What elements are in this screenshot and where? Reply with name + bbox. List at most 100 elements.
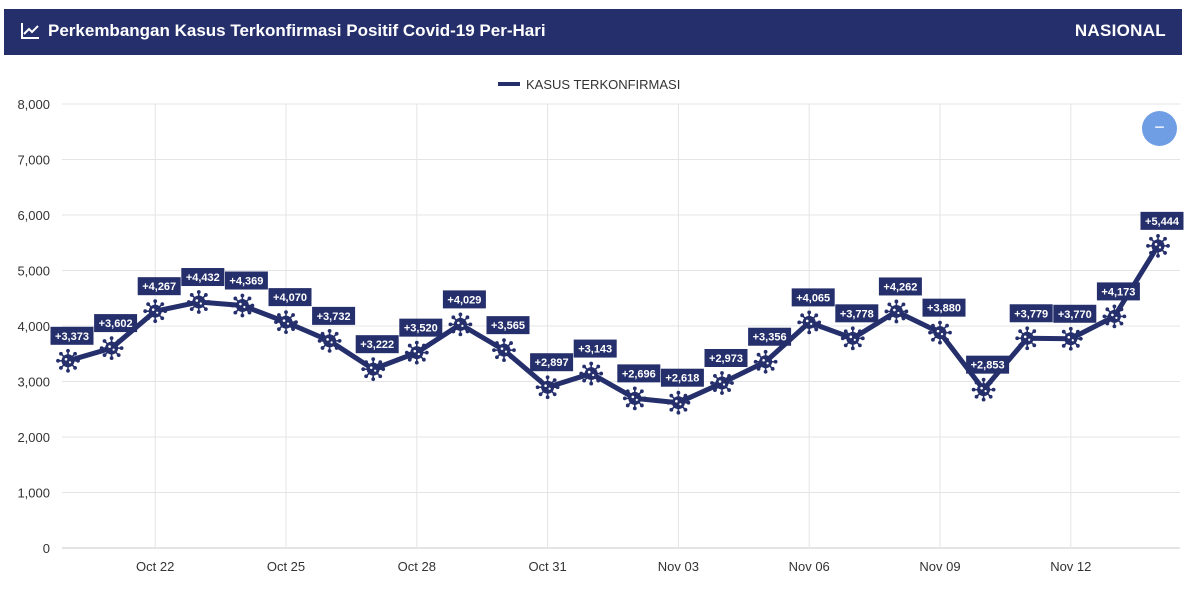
data-label: +3,222 <box>355 335 399 354</box>
x-tick-label: Nov 06 <box>789 559 830 574</box>
svg-text:+3,222: +3,222 <box>360 339 394 351</box>
data-label: +3,770 <box>1053 304 1097 323</box>
data-label: +2,696 <box>617 364 661 383</box>
svg-text:+3,732: +3,732 <box>317 311 351 323</box>
data-point-marker <box>579 361 604 386</box>
svg-text:+3,770: +3,770 <box>1058 309 1092 321</box>
data-point-marker <box>492 338 516 363</box>
data-point-marker <box>971 377 996 402</box>
data-point-marker <box>143 299 168 324</box>
svg-text:+3,880: +3,880 <box>927 303 961 315</box>
data-point-marker <box>274 310 298 335</box>
data-label: +3,373 <box>50 326 94 345</box>
legend-label: KASUS TERKONFIRMASI <box>526 77 680 92</box>
svg-text:+2,897: +2,897 <box>535 357 569 369</box>
data-label: +4,029 <box>442 290 486 309</box>
y-tick-label: 0 <box>43 541 50 556</box>
zoom-reset-button[interactable]: − <box>1142 111 1177 146</box>
data-label: +2,897 <box>530 353 574 372</box>
svg-text:+4,262: +4,262 <box>883 281 917 293</box>
y-tick-label: 2,000 <box>17 430 50 445</box>
line-chart: 0 1,000 2,000 3,000 4,000 5,000 6,000 7,000 8,00… <box>17 77 1184 574</box>
data-point-marker <box>1146 233 1170 258</box>
svg-text:+3,778: +3,778 <box>840 308 874 320</box>
data-label: +3,602 <box>94 314 138 333</box>
data-label: +3,732 <box>312 306 356 325</box>
data-label: +3,779 <box>1009 304 1053 323</box>
x-tick-label: Nov 09 <box>919 559 960 574</box>
data-label: +2,853 <box>966 355 1010 374</box>
svg-text:+3,373: +3,373 <box>55 331 89 343</box>
data-point-marker <box>230 293 255 318</box>
svg-text:+3,779: +3,779 <box>1014 308 1048 320</box>
y-tick-label: 6,000 <box>17 208 50 223</box>
data-point-marker <box>317 328 342 353</box>
svg-text:+3,356: +3,356 <box>753 332 787 344</box>
svg-text:+2,973: +2,973 <box>709 353 743 365</box>
data-point-marker <box>1058 326 1083 351</box>
x-tick-label: Oct 28 <box>398 559 436 574</box>
line-chart-icon <box>21 23 39 39</box>
x-tick-label: Nov 12 <box>1050 559 1091 574</box>
chart-header: Perkembangan Kasus Terkonfirmasi Positif… <box>4 9 1182 55</box>
data-label: +3,356 <box>748 327 792 346</box>
data-point-marker <box>361 357 386 382</box>
svg-text:+4,173: +4,173 <box>1101 286 1135 298</box>
data-label: +4,262 <box>878 277 922 296</box>
data-point-marker <box>666 390 691 415</box>
data-label: +3,880 <box>922 298 966 317</box>
data-label: +4,369 <box>224 271 268 290</box>
data-point-marker <box>840 326 865 351</box>
svg-text:+4,267: +4,267 <box>142 281 176 293</box>
data-point-marker <box>99 336 124 360</box>
minus-icon: − <box>1154 117 1165 137</box>
data-label: +3,778 <box>835 304 879 323</box>
x-tick-label: Oct 22 <box>136 559 174 574</box>
data-point-marker <box>710 371 734 395</box>
data-label: +3,143 <box>573 339 617 358</box>
chart-title: Perkembangan Kasus Terkonfirmasi Positif… <box>48 21 546 40</box>
region-label: NASIONAL <box>1074 21 1166 40</box>
data-point-marker <box>622 386 647 411</box>
data-point-marker <box>1015 326 1040 351</box>
data-point-marker <box>448 312 473 337</box>
data-label: +4,267 <box>137 277 181 296</box>
legend-swatch <box>498 82 520 86</box>
y-tick-label: 8,000 <box>17 97 50 112</box>
data-point-marker <box>186 290 211 314</box>
svg-text:+5,444: +5,444 <box>1145 216 1180 228</box>
data-label: +4,065 <box>791 288 835 307</box>
svg-text:+2,618: +2,618 <box>665 373 699 385</box>
data-point-marker <box>56 348 80 373</box>
svg-text:+3,520: +3,520 <box>404 323 438 335</box>
data-label: +5,444 <box>1140 211 1184 230</box>
x-tick-label: Nov 03 <box>658 559 699 574</box>
y-tick-label: 5,000 <box>17 264 50 279</box>
y-tick-label: 1,000 <box>17 486 50 501</box>
series-line <box>67 244 1161 406</box>
data-point-marker <box>928 320 952 345</box>
data-label: +3,520 <box>399 318 443 337</box>
data-point-marker <box>797 310 822 335</box>
data-point-marker <box>535 375 560 400</box>
y-tick-label: 4,000 <box>17 319 50 334</box>
x-tick-label: Oct 31 <box>528 559 566 574</box>
data-label: +3,565 <box>486 316 530 335</box>
svg-text:+2,696: +2,696 <box>622 368 656 380</box>
y-tick-label: 3,000 <box>17 375 50 390</box>
y-tick-label: 7,000 <box>17 153 50 168</box>
svg-text:+4,029: +4,029 <box>447 294 481 306</box>
data-label: +4,173 <box>1096 282 1140 301</box>
data-label: +4,432 <box>181 268 225 287</box>
data-label: +4,070 <box>268 288 312 307</box>
data-point-marker <box>884 299 909 324</box>
svg-text:+4,432: +4,432 <box>186 272 220 284</box>
data-point-marker <box>404 340 429 365</box>
x-tick-label: Oct 25 <box>267 559 305 574</box>
svg-text:+4,065: +4,065 <box>796 292 830 304</box>
data-label: +2,973 <box>704 348 748 367</box>
svg-text:+3,143: +3,143 <box>578 344 612 356</box>
svg-text:+4,070: +4,070 <box>273 292 307 304</box>
data-label: +2,618 <box>660 368 704 387</box>
svg-text:+4,369: +4,369 <box>229 276 263 288</box>
